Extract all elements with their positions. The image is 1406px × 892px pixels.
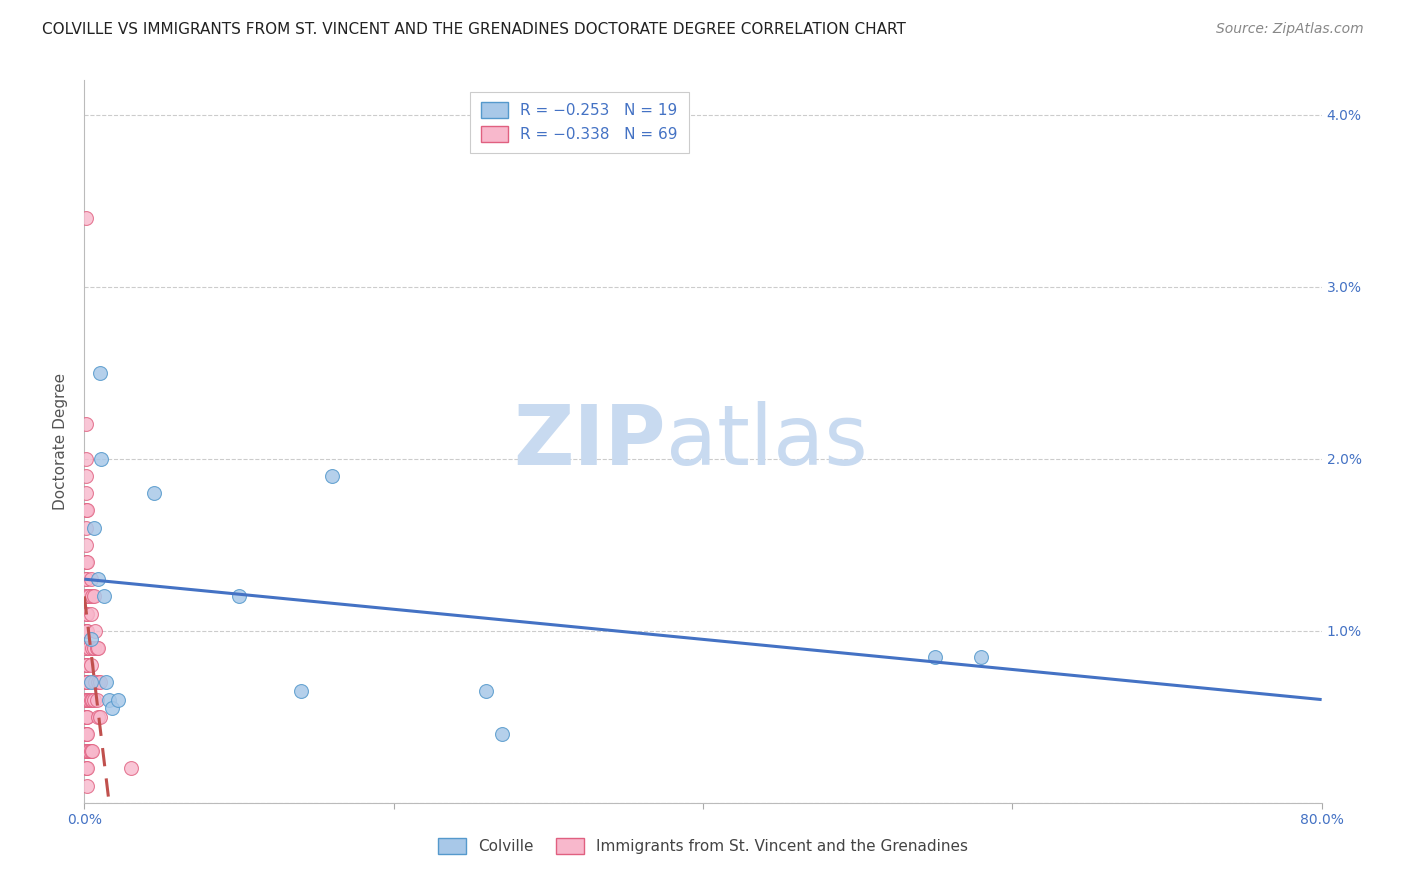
Point	[76, 779, 98, 793]
Point	[89, 710, 111, 724]
Point	[83, 590, 105, 604]
Point	[89, 675, 111, 690]
Point	[75, 486, 97, 500]
Point	[75, 658, 97, 673]
Point	[79, 744, 101, 758]
Point	[75, 761, 97, 775]
Point	[77, 640, 100, 655]
Point	[75, 675, 97, 690]
Point	[79, 607, 101, 621]
Point	[76, 710, 98, 724]
Point	[86, 692, 108, 706]
Point	[75, 640, 97, 655]
Point	[143, 486, 166, 500]
Point	[75, 572, 97, 586]
Point	[75, 624, 97, 638]
Point	[970, 649, 993, 664]
Point	[924, 649, 946, 664]
Point	[75, 211, 97, 225]
Point	[79, 572, 101, 586]
Point	[75, 710, 97, 724]
Point	[75, 727, 97, 741]
Text: atlas: atlas	[666, 401, 868, 482]
Point	[79, 675, 101, 690]
Point	[87, 572, 110, 586]
Point	[75, 710, 97, 724]
Legend: Colville, Immigrants from St. Vincent and the Grenadines: Colville, Immigrants from St. Vincent an…	[432, 832, 974, 860]
Point	[321, 469, 343, 483]
Point	[475, 684, 498, 698]
Point	[75, 572, 97, 586]
Point	[76, 744, 98, 758]
Point	[83, 520, 105, 534]
Point	[76, 555, 98, 569]
Point	[76, 727, 98, 741]
Point	[75, 503, 97, 517]
Point	[82, 590, 104, 604]
Point	[120, 761, 142, 775]
Point	[77, 692, 100, 706]
Point	[75, 607, 97, 621]
Point	[75, 744, 97, 758]
Point	[87, 710, 110, 724]
Point	[87, 640, 110, 655]
Point	[83, 640, 105, 655]
Text: ZIP: ZIP	[513, 401, 666, 482]
Point	[75, 727, 97, 741]
Point	[79, 632, 101, 647]
Point	[90, 451, 112, 466]
Point	[79, 658, 101, 673]
Point	[101, 701, 124, 715]
Point	[75, 538, 97, 552]
Point	[107, 692, 129, 706]
Point	[76, 761, 98, 775]
Point	[87, 675, 110, 690]
Point	[82, 692, 104, 706]
Point	[228, 590, 250, 604]
Point	[75, 624, 97, 638]
Point	[76, 624, 98, 638]
Point	[82, 640, 104, 655]
Point	[79, 692, 101, 706]
Point	[98, 692, 121, 706]
Point	[89, 366, 111, 380]
Point	[75, 658, 97, 673]
Point	[75, 555, 97, 569]
Point	[93, 590, 115, 604]
Point	[75, 744, 97, 758]
Point	[75, 520, 97, 534]
Point	[77, 744, 100, 758]
Point	[76, 590, 98, 604]
Point	[86, 640, 108, 655]
Point	[83, 692, 105, 706]
Point	[75, 640, 97, 655]
Text: COLVILLE VS IMMIGRANTS FROM ST. VINCENT AND THE GRENADINES DOCTORATE DEGREE CORR: COLVILLE VS IMMIGRANTS FROM ST. VINCENT …	[42, 22, 905, 37]
Y-axis label: Doctorate Degree: Doctorate Degree	[53, 373, 69, 510]
Point	[75, 692, 97, 706]
Point	[77, 590, 100, 604]
Point	[290, 684, 312, 698]
Point	[75, 675, 97, 690]
Point	[76, 692, 98, 706]
Point	[75, 692, 97, 706]
Point	[76, 675, 98, 690]
Point	[84, 624, 107, 638]
Point	[94, 675, 117, 690]
Text: Source: ZipAtlas.com: Source: ZipAtlas.com	[1216, 22, 1364, 37]
Point	[75, 469, 97, 483]
Point	[491, 727, 513, 741]
Point	[82, 744, 104, 758]
Point	[75, 451, 97, 466]
Point	[76, 503, 98, 517]
Point	[75, 590, 97, 604]
Point	[84, 675, 107, 690]
Point	[76, 607, 98, 621]
Point	[76, 658, 98, 673]
Point	[75, 417, 97, 432]
